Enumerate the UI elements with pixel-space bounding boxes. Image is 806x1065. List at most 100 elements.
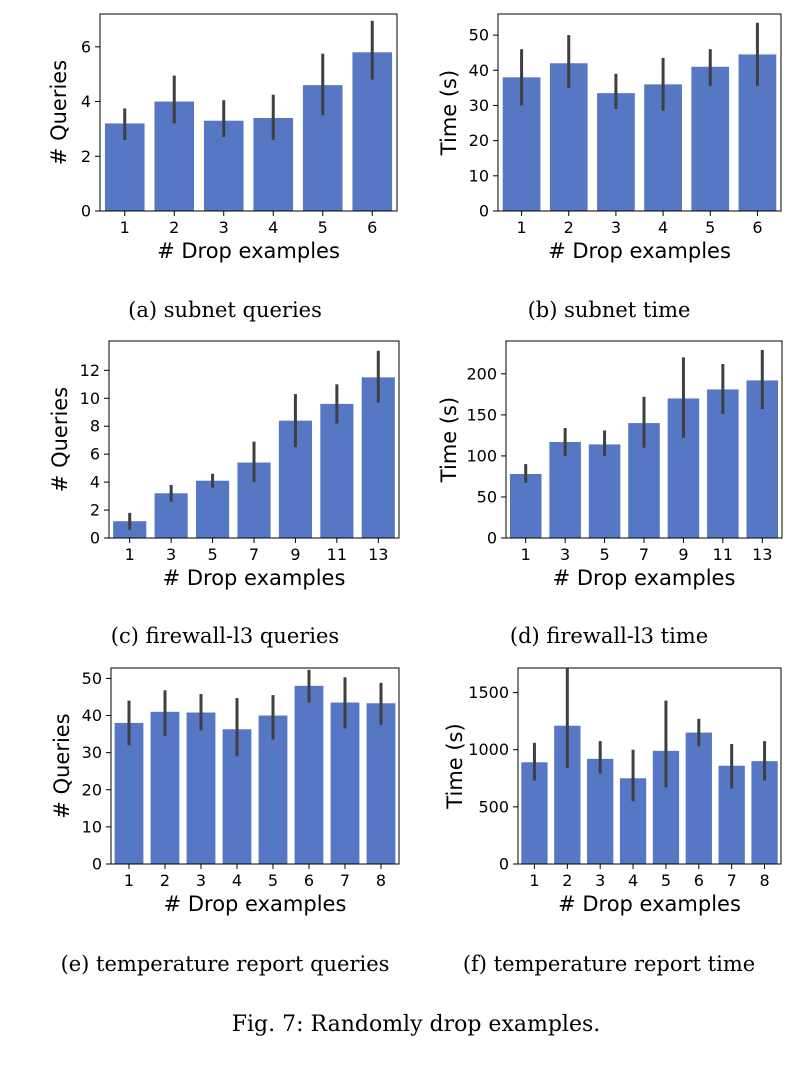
- y-tick-label: 10: [80, 389, 100, 408]
- x-tick-label: 5: [705, 218, 715, 237]
- x-axis-label: # Drop examples: [558, 892, 741, 916]
- subfigure-caption: (e) temperature report queries: [61, 952, 390, 976]
- bar: [366, 703, 396, 864]
- x-tick-label: 6: [367, 218, 377, 237]
- subfigure-caption: (b) subnet time: [528, 298, 691, 322]
- y-tick-label: 1500: [468, 683, 509, 702]
- x-tick-label: 1: [120, 218, 130, 237]
- y-axis-label: Time (s): [437, 397, 461, 483]
- x-tick-label: 5: [318, 218, 328, 237]
- x-tick-label: 13: [752, 545, 772, 564]
- x-tick-label: 5: [599, 545, 609, 564]
- subfigure-caption: (f) temperature report time: [463, 952, 755, 976]
- bar: [707, 389, 739, 538]
- y-tick-label: 2: [81, 147, 91, 166]
- y-tick-label: 4: [81, 92, 91, 111]
- x-tick-label: 1: [125, 545, 135, 564]
- x-tick-label: 7: [340, 871, 350, 890]
- chart-panel: 0 10 20 30 40 50 1 2 3 4 5 6 7 8 # Drop examples # Quer…: [50, 667, 400, 976]
- x-tick-label: 9: [290, 545, 300, 564]
- bar: [114, 722, 144, 864]
- y-tick-label: 150: [466, 405, 497, 424]
- y-tick-label: 40: [469, 61, 489, 80]
- x-tick-label: 5: [661, 871, 671, 890]
- x-tick-label: 6: [752, 218, 762, 237]
- bar: [549, 441, 581, 538]
- plot-frame: [99, 13, 398, 212]
- x-tick-label: 3: [166, 545, 176, 564]
- x-tick-label: 8: [759, 871, 769, 890]
- y-axis-label: Time (s): [437, 70, 461, 156]
- x-tick-label: 3: [219, 218, 229, 237]
- y-axis-label: # Queries: [48, 387, 72, 492]
- subfigure-caption: (d) firewall-l3 time: [510, 624, 708, 648]
- y-tick-label: 0: [499, 855, 509, 874]
- bar: [509, 473, 542, 538]
- y-tick-label: 200: [466, 364, 497, 383]
- x-tick-label: 6: [304, 871, 314, 890]
- bar: [320, 403, 354, 538]
- subfigure-caption: (a) subnet queries: [128, 298, 322, 322]
- y-tick-label: 50: [469, 26, 489, 45]
- y-axis-label: Time (s): [443, 723, 467, 809]
- x-tick-label: 5: [207, 545, 217, 564]
- y-tick-label: 1000: [468, 740, 509, 759]
- x-tick-label: 5: [268, 871, 278, 890]
- subfigure-caption: (c) firewall-l3 queries: [111, 624, 339, 648]
- x-tick-label: 2: [562, 871, 572, 890]
- x-axis-label: # Drop examples: [553, 566, 736, 590]
- x-tick-label: 4: [268, 218, 278, 237]
- x-axis-label: # Drop examples: [548, 239, 731, 263]
- y-tick-label: 20: [469, 131, 489, 150]
- x-tick-label: 7: [639, 545, 649, 564]
- y-tick-label: 0: [487, 529, 497, 548]
- plot-frame: [497, 13, 782, 212]
- bar: [588, 444, 621, 538]
- bar: [113, 521, 147, 538]
- bar: [685, 732, 712, 864]
- x-tick-label: 3: [560, 545, 570, 564]
- x-axis-label: # Drop examples: [157, 239, 340, 263]
- x-tick-label: 4: [628, 871, 638, 890]
- plot-frame: [110, 667, 400, 865]
- y-tick-label: 0: [81, 202, 91, 221]
- y-tick-label: 10: [469, 166, 489, 185]
- y-tick-label: 40: [82, 706, 102, 725]
- y-axis-label: # Queries: [47, 60, 71, 165]
- x-tick-label: 3: [196, 871, 206, 890]
- y-tick-label: 100: [466, 446, 497, 465]
- chart-panel: 0 2 4 6 1 2 3 4 5 6 # Drop examples # Queries (a) su…: [47, 13, 398, 322]
- x-tick-label: 2: [160, 871, 170, 890]
- y-tick-label: 6: [81, 37, 91, 56]
- y-axis-label: # Queries: [50, 713, 74, 818]
- y-tick-label: 8: [90, 417, 100, 436]
- x-tick-label: 3: [611, 218, 621, 237]
- x-tick-label: 2: [564, 218, 574, 237]
- x-tick-label: 11: [713, 545, 733, 564]
- y-tick-label: 50: [82, 669, 102, 688]
- bar: [150, 711, 180, 864]
- x-tick-label: 1: [124, 871, 134, 890]
- bar: [691, 66, 730, 212]
- y-tick-label: 12: [80, 361, 100, 380]
- bar: [294, 685, 324, 864]
- x-tick-label: 2: [169, 218, 179, 237]
- y-tick-label: 30: [469, 96, 489, 115]
- y-tick-label: 0: [90, 529, 100, 548]
- x-tick-label: 13: [368, 545, 388, 564]
- x-tick-label: 11: [327, 545, 347, 564]
- y-tick-label: 20: [82, 780, 102, 799]
- y-tick-label: 2: [90, 501, 100, 520]
- chart-panel: 0 10 20 30 40 50 1 2 3 4 5 6 # Drop examples Time (s)…: [437, 13, 782, 322]
- figure-caption: Fig. 7: Randomly drop examples.: [232, 1012, 601, 1037]
- y-tick-label: 30: [82, 743, 102, 762]
- x-tick-label: 6: [694, 871, 704, 890]
- bar: [196, 480, 230, 538]
- x-tick-label: 1: [529, 871, 539, 890]
- x-tick-label: 4: [232, 871, 242, 890]
- x-tick-label: 1: [521, 545, 531, 564]
- plot-frame: [517, 667, 782, 865]
